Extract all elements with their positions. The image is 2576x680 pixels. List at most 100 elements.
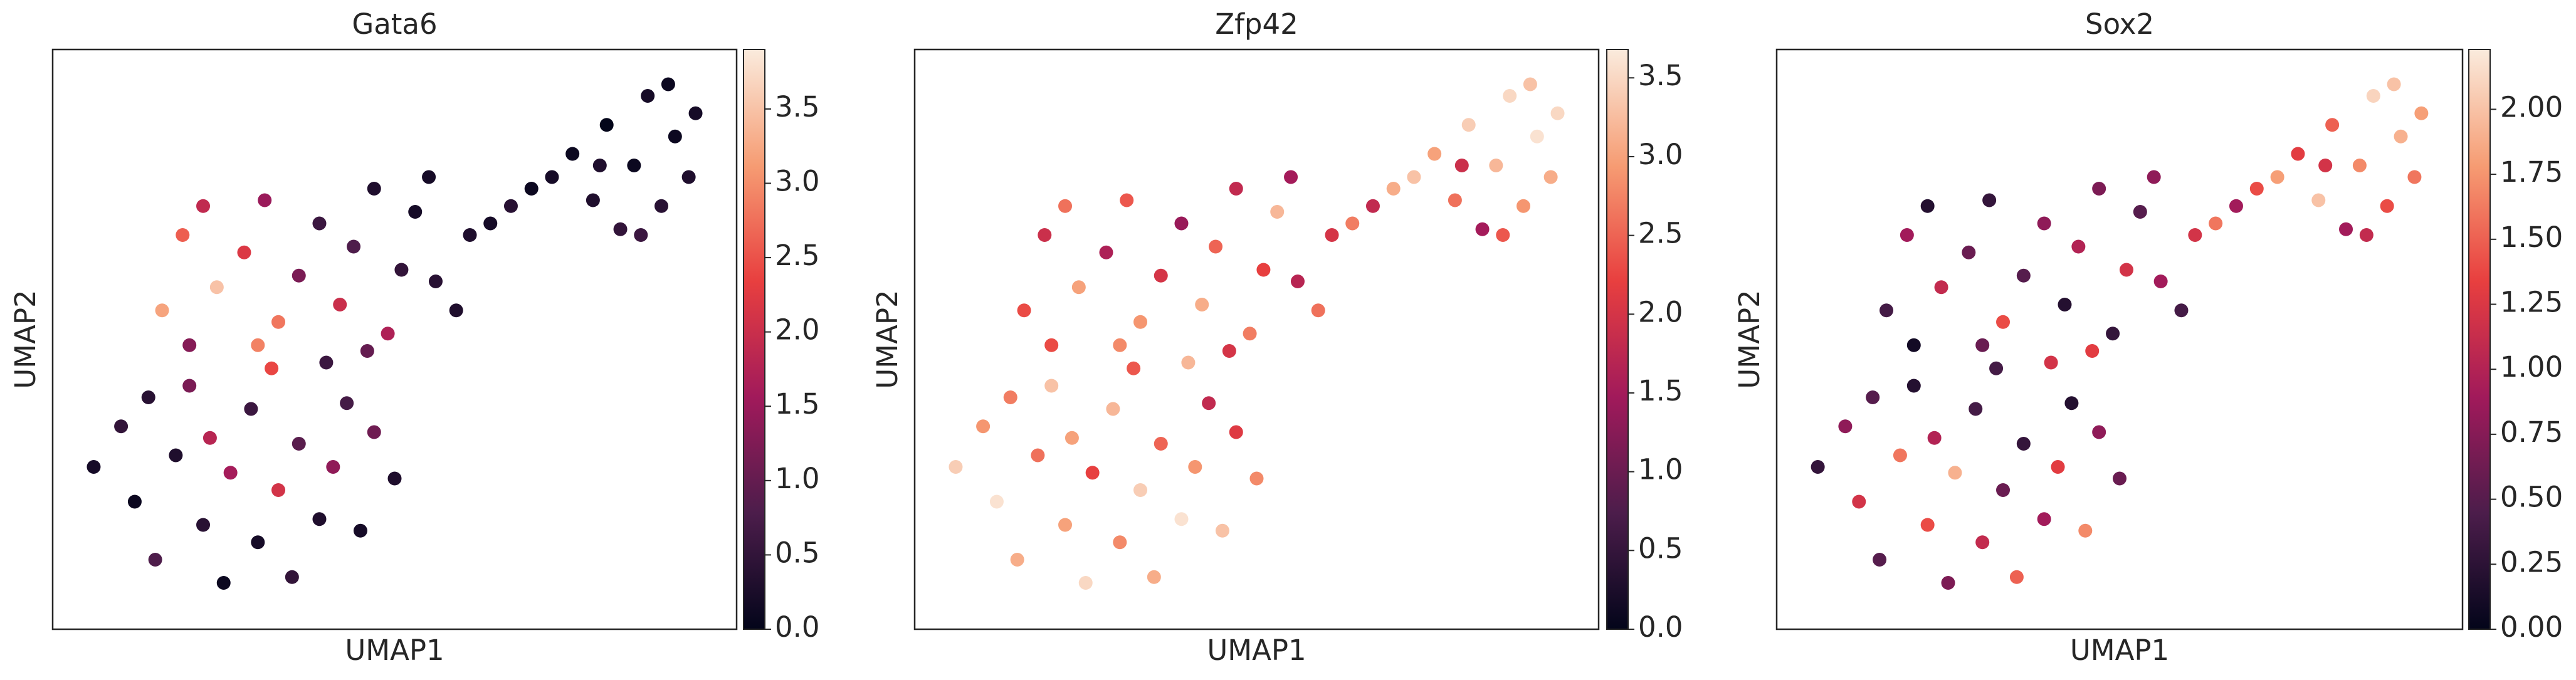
cell-point (2092, 182, 2106, 196)
cell-point (524, 182, 539, 196)
y-axis-label: UMAP2 (9, 290, 42, 389)
cell-point (1202, 396, 1216, 411)
cell-point (1188, 460, 1202, 474)
colorbar-tick-label: 0.00 (2500, 610, 2563, 644)
cell-point (251, 338, 265, 352)
cell-point (2359, 228, 2374, 242)
cell-point (1900, 228, 1914, 242)
cell-point (2387, 77, 2401, 92)
cell-point (209, 280, 224, 295)
cell-point (1811, 460, 1825, 474)
cell-point (148, 553, 162, 567)
cell-point (196, 518, 211, 532)
cell-point (2209, 216, 2223, 231)
cell-point (2325, 118, 2340, 132)
cell-point (1906, 379, 1921, 393)
colorbar-tick-label: 0.75 (2500, 416, 2563, 449)
cell-point (1461, 118, 1476, 132)
cell-point (565, 147, 580, 161)
cell-point (1982, 193, 1997, 207)
cell-point (1106, 402, 1120, 416)
cell-point (1154, 268, 1168, 283)
cell-point (1948, 466, 1962, 480)
cell-point (1427, 147, 1442, 161)
cell-point (285, 570, 299, 584)
cell-point (1209, 239, 1223, 254)
cell-point (182, 338, 197, 352)
colorbar-tick-label: 0.5 (775, 536, 820, 569)
cell-point (127, 494, 142, 509)
cell-point (1543, 170, 1558, 184)
cell-point (1127, 361, 1141, 375)
cell-point (1996, 315, 2011, 329)
cell-point (1523, 77, 1537, 92)
cell-point (592, 159, 607, 172)
cell-point (1934, 280, 1948, 295)
panel-title: Zfp42 (1215, 8, 1298, 41)
cell-point (2064, 396, 2079, 411)
cell-point (1003, 390, 1017, 404)
cell-point (2058, 298, 2072, 311)
cell-point (503, 199, 518, 213)
cell-point (1071, 280, 1086, 295)
cell-point (1222, 344, 1236, 358)
colorbar-tick-label: 2.00 (2500, 90, 2563, 123)
cell-point (634, 228, 648, 242)
cell-point (2188, 228, 2202, 242)
cell-point (1386, 182, 1401, 196)
cell-point (1975, 535, 1990, 550)
cell-point (216, 576, 231, 590)
cell-point (1365, 199, 1380, 213)
cell-point (1906, 338, 1921, 352)
cell-point (2071, 239, 2086, 254)
colorbar-tick-label: 1.0 (775, 462, 820, 495)
cell-point (613, 222, 628, 236)
cell-point (265, 361, 279, 375)
colorbar-tick-label: 1.50 (2500, 221, 2563, 254)
colorbar (1606, 49, 1629, 630)
x-axis-label: UMAP1 (345, 634, 444, 667)
cell-point (681, 170, 696, 184)
cell-point (1838, 419, 1853, 434)
cell-point (2407, 170, 2422, 184)
cell-point (271, 483, 286, 497)
cell-point (1516, 199, 1530, 213)
cell-point (1530, 129, 1544, 144)
cell-point (258, 193, 272, 207)
cell-point (1920, 199, 1935, 213)
cell-point (141, 390, 155, 404)
cell-point (599, 118, 614, 132)
cell-point (1243, 327, 1257, 341)
cell-point (976, 419, 991, 434)
cell-point (1256, 263, 1271, 277)
panel-title: Gata6 (352, 8, 437, 41)
cell-point (1969, 402, 1983, 416)
cell-point (1270, 205, 1285, 219)
cell-point (292, 437, 306, 451)
cell-point (394, 263, 409, 277)
colorbar (2468, 49, 2491, 630)
cell-point (1031, 448, 1045, 463)
cell-point (381, 327, 395, 341)
cell-point (2106, 327, 2120, 341)
cell-point (360, 344, 374, 358)
cell-point (326, 460, 340, 474)
cell-point (1920, 518, 1935, 532)
cell-point (1215, 523, 1229, 538)
cell-point (244, 402, 258, 416)
cell-point (2051, 460, 2065, 474)
cell-point (1873, 553, 1887, 567)
colorbar-tick-label: 0.25 (2500, 545, 2563, 578)
cell-point (387, 471, 402, 486)
cell-point (1345, 216, 1360, 231)
cell-point (1078, 576, 1093, 590)
cell-point (196, 199, 211, 213)
colorbar-tick-label: 3.5 (1638, 59, 1683, 92)
cell-point (319, 355, 334, 370)
cell-point (2085, 344, 2100, 358)
cell-point (1454, 159, 1469, 172)
cell-point (408, 205, 423, 219)
colorbar-tick-label: 3.0 (775, 164, 820, 197)
cell-point (169, 448, 183, 463)
